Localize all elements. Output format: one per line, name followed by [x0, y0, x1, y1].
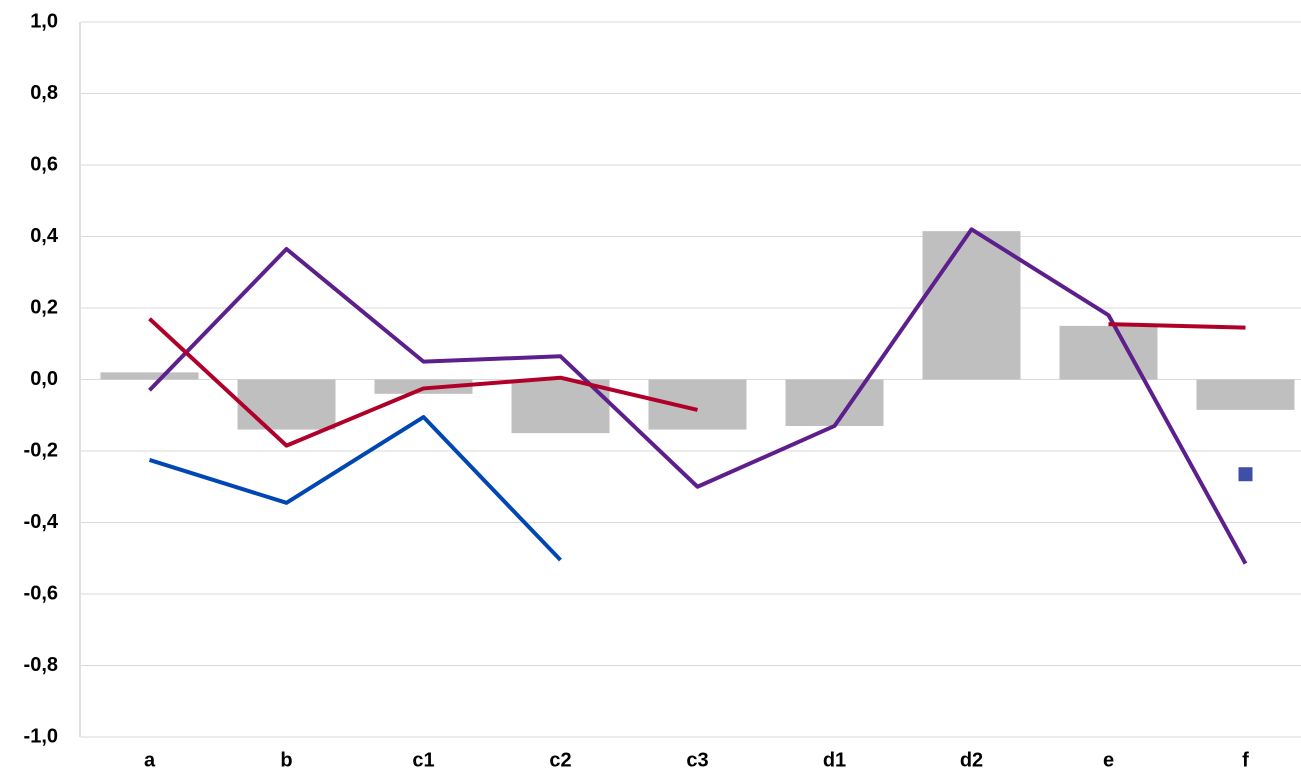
bar	[237, 379, 336, 430]
y-tick-label: 0,2	[30, 296, 58, 318]
bar	[100, 372, 199, 380]
y-tick-label: -0,8	[24, 654, 58, 676]
line	[148, 415, 562, 562]
y-tick-label: 1,0	[30, 10, 58, 32]
x-tick-label: b	[280, 749, 292, 770]
x-tick-label: a	[144, 749, 156, 770]
x-tick-label: c1	[412, 749, 434, 770]
bar	[785, 379, 884, 426]
line	[148, 317, 698, 448]
line	[148, 227, 1248, 565]
y-tick-label: -0,6	[24, 582, 58, 604]
x-tick-label: f	[1242, 749, 1249, 770]
y-tick-label: 0,4	[30, 225, 59, 247]
y-tick-label: -1,0	[24, 725, 58, 747]
bar	[922, 231, 1021, 380]
y-tick-label: -0,2	[24, 439, 58, 461]
marker	[1238, 467, 1253, 482]
bar	[1059, 325, 1158, 380]
bar	[648, 379, 747, 430]
y-tick-label: 0,8	[30, 82, 58, 104]
x-tick-label: d2	[960, 749, 983, 770]
x-tick-label: d1	[823, 749, 846, 770]
y-tick-label: 0,6	[30, 153, 58, 175]
y-tick-label: 0,0	[30, 368, 58, 390]
x-tick-label: c3	[686, 749, 708, 770]
bar	[1196, 379, 1295, 410]
line	[1108, 322, 1246, 330]
x-tick-label: c2	[549, 749, 571, 770]
y-tick-label: -0,4	[24, 511, 59, 533]
x-tick-label: e	[1103, 749, 1114, 770]
